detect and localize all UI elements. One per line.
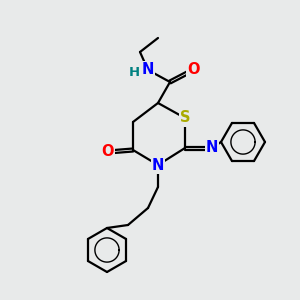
Text: N: N [152, 158, 164, 172]
Text: H: H [128, 65, 140, 79]
Text: O: O [187, 62, 199, 77]
Text: S: S [180, 110, 190, 125]
Text: N: N [142, 62, 154, 77]
Text: N: N [206, 140, 218, 155]
Text: O: O [102, 145, 114, 160]
